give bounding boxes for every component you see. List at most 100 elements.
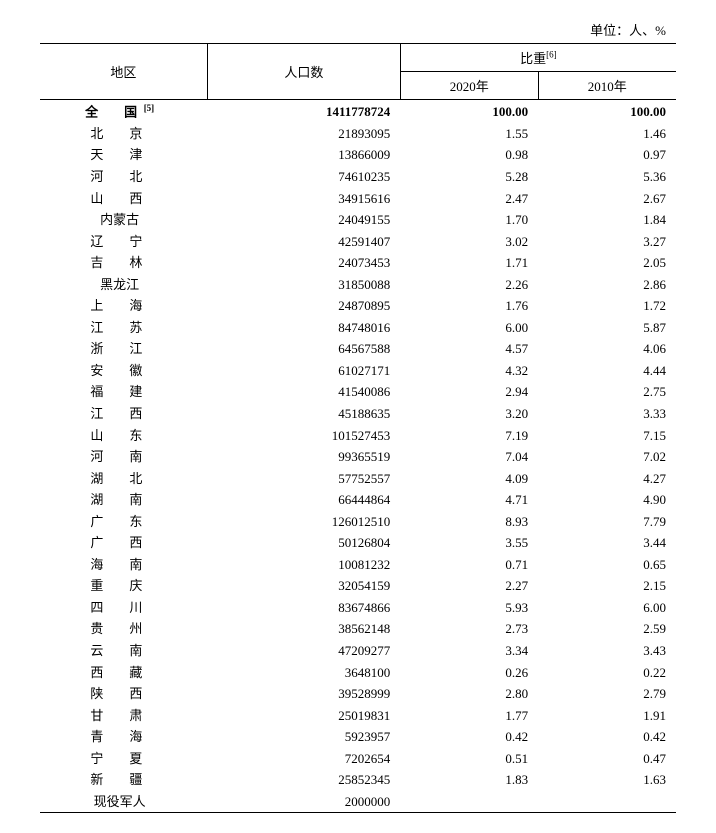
table-row: 黑龙江318500882.262.86 <box>40 274 676 296</box>
table-row: 山 西349156162.472.67 <box>40 188 676 210</box>
table-row: 西 藏36481000.260.22 <box>40 662 676 684</box>
table-row: 宁 夏72026540.510.47 <box>40 748 676 770</box>
table-row: 海 南100812320.710.65 <box>40 554 676 576</box>
table-row: 内蒙古240491551.701.84 <box>40 209 676 231</box>
cell-region: 海 南 <box>40 554 207 576</box>
cell-region: 北 京 <box>40 123 207 145</box>
cell-region: 湖 南 <box>40 489 207 511</box>
cell-y2020: 7.04 <box>400 446 538 468</box>
cell-y2010: 4.27 <box>538 468 676 490</box>
table-row: 湖 北577525574.094.27 <box>40 468 676 490</box>
table-row: 青 海59239570.420.42 <box>40 726 676 748</box>
table-row: 广 东1260125108.937.79 <box>40 511 676 533</box>
cell-y2020: 7.19 <box>400 425 538 447</box>
cell-y2010: 1.46 <box>538 123 676 145</box>
cell-population: 39528999 <box>207 683 400 705</box>
cell-y2010: 1.84 <box>538 209 676 231</box>
cell-y2010: 2.15 <box>538 575 676 597</box>
cell-population: 31850088 <box>207 274 400 296</box>
total-region-sup: [5] <box>144 103 155 113</box>
cell-region: 江 西 <box>40 403 207 425</box>
cell-y2010: 2.59 <box>538 618 676 640</box>
cell-population: 24049155 <box>207 209 400 231</box>
cell-y2010: 2.05 <box>538 252 676 274</box>
cell-y2020: 0.71 <box>400 554 538 576</box>
cell-y2020: 3.55 <box>400 532 538 554</box>
cell-region: 全 国[5] <box>40 100 207 123</box>
cell-y2010: 7.02 <box>538 446 676 468</box>
cell-population: 25852345 <box>207 769 400 791</box>
header-region: 地区 <box>40 44 207 100</box>
cell-region: 四 川 <box>40 597 207 619</box>
cell-region: 河 南 <box>40 446 207 468</box>
table-row: 安 徽610271714.324.44 <box>40 360 676 382</box>
table-row: 江 西451886353.203.33 <box>40 403 676 425</box>
header-y2010: 2010年 <box>538 72 676 100</box>
cell-region: 上 海 <box>40 295 207 317</box>
total-region-text: 全 国 <box>85 104 144 119</box>
cell-region: 新 疆 <box>40 769 207 791</box>
population-table: 地区 人口数 比重[6] 2020年 2010年 全 国[5]141177872… <box>40 43 676 813</box>
cell-population: 2000000 <box>207 791 400 813</box>
table-row: 重 庆320541592.272.15 <box>40 575 676 597</box>
table-row: 陕 西395289992.802.79 <box>40 683 676 705</box>
table-row: 现役军人2000000 <box>40 791 676 813</box>
cell-population: 64567588 <box>207 338 400 360</box>
cell-population: 61027171 <box>207 360 400 382</box>
table-row: 四 川836748665.936.00 <box>40 597 676 619</box>
cell-y2020: 2.26 <box>400 274 538 296</box>
cell-region: 广 西 <box>40 532 207 554</box>
cell-region: 青 海 <box>40 726 207 748</box>
cell-y2010: 2.79 <box>538 683 676 705</box>
cell-region: 山 西 <box>40 188 207 210</box>
cell-y2020: 3.34 <box>400 640 538 662</box>
cell-y2020: 3.20 <box>400 403 538 425</box>
cell-y2010: 7.79 <box>538 511 676 533</box>
cell-region: 广 东 <box>40 511 207 533</box>
table-row: 广 西501268043.553.44 <box>40 532 676 554</box>
cell-y2020: 1.76 <box>400 295 538 317</box>
cell-y2010: 4.44 <box>538 360 676 382</box>
cell-y2020: 4.57 <box>400 338 538 360</box>
cell-y2020: 6.00 <box>400 317 538 339</box>
table-row: 辽 宁425914073.023.27 <box>40 231 676 253</box>
cell-y2010: 6.00 <box>538 597 676 619</box>
cell-y2010: 4.90 <box>538 489 676 511</box>
unit-label: 单位：人、% <box>40 20 676 39</box>
cell-y2020: 1.71 <box>400 252 538 274</box>
cell-population: 5923957 <box>207 726 400 748</box>
cell-population: 38562148 <box>207 618 400 640</box>
cell-y2020: 4.09 <box>400 468 538 490</box>
cell-y2010: 1.91 <box>538 705 676 727</box>
cell-region: 江 苏 <box>40 317 207 339</box>
cell-population: 34915616 <box>207 188 400 210</box>
cell-region: 内蒙古 <box>40 209 207 231</box>
cell-y2010: 7.15 <box>538 425 676 447</box>
cell-y2010: 2.67 <box>538 188 676 210</box>
cell-y2020: 0.51 <box>400 748 538 770</box>
table-row: 福 建415400862.942.75 <box>40 381 676 403</box>
cell-population: 41540086 <box>207 381 400 403</box>
header-y2020: 2020年 <box>400 72 538 100</box>
cell-y2010: 0.42 <box>538 726 676 748</box>
cell-y2010: 3.44 <box>538 532 676 554</box>
table-row: 北 京218930951.551.46 <box>40 123 676 145</box>
cell-y2020: 0.26 <box>400 662 538 684</box>
cell-y2010: 0.22 <box>538 662 676 684</box>
cell-y2010: 0.97 <box>538 144 676 166</box>
cell-region: 湖 北 <box>40 468 207 490</box>
table-row: 新 疆258523451.831.63 <box>40 769 676 791</box>
cell-y2010 <box>538 791 676 813</box>
cell-y2020: 5.28 <box>400 166 538 188</box>
cell-region: 河 北 <box>40 166 207 188</box>
cell-y2010: 2.86 <box>538 274 676 296</box>
cell-region: 黑龙江 <box>40 274 207 296</box>
cell-y2010: 3.43 <box>538 640 676 662</box>
cell-region: 山 东 <box>40 425 207 447</box>
cell-y2020: 0.98 <box>400 144 538 166</box>
cell-population: 84748016 <box>207 317 400 339</box>
cell-population: 42591407 <box>207 231 400 253</box>
table-row: 贵 州385621482.732.59 <box>40 618 676 640</box>
cell-y2020: 100.00 <box>400 100 538 123</box>
cell-y2020: 3.02 <box>400 231 538 253</box>
